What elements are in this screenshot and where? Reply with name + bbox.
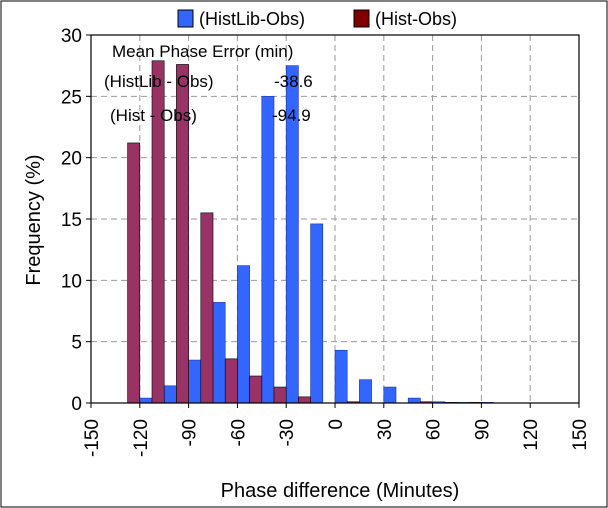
y-tick-label: 5	[71, 333, 82, 354]
bar-histlib	[237, 265, 250, 404]
bar-hist	[224, 358, 238, 404]
annotation-value-histlib: -38.6	[274, 72, 313, 91]
bar-histlib	[163, 385, 177, 404]
legend: (HistLib-Obs) (Hist-Obs)	[177, 9, 457, 29]
bar-histlib	[407, 397, 421, 404]
bar-histlib	[310, 223, 324, 404]
bar-histlib	[139, 397, 153, 404]
bar-hist	[273, 386, 287, 404]
legend-swatch-hist	[353, 9, 370, 28]
bar-histlib	[383, 386, 397, 404]
bar-histlib	[188, 359, 202, 404]
bar-histlib	[212, 302, 226, 404]
legend-label-hist: (Hist-Obs)	[375, 9, 457, 29]
bar-histlib	[261, 96, 275, 404]
bar-hist	[249, 375, 263, 404]
y-tick-label: 20	[61, 149, 82, 170]
x-axis-title: Phase difference (Minutes)	[221, 480, 460, 502]
bar-hist	[298, 396, 311, 404]
y-tick-label: 30	[61, 26, 82, 47]
legend-label-histlib: (HistLib-Obs)	[199, 9, 305, 29]
annotation-value-hist: -94.9	[272, 106, 311, 125]
x-tick-label: 30	[375, 419, 396, 440]
bar-histlib	[359, 379, 372, 404]
legend-swatch-histlib	[177, 9, 194, 28]
x-tick-label: 120	[521, 419, 542, 451]
annotation-label-hist: (Hist - Obs)	[110, 106, 197, 125]
mean-phase-error-annotation: Mean Phase Error (min) (HistLib - Obs) -…	[104, 42, 313, 125]
axis-ticks: 0 5 10 15 20 25 30 -150 -120 -90 -60 -30 0 30 60 90 120 1…	[61, 26, 591, 457]
x-tick-label: 0	[326, 419, 347, 430]
bars	[127, 60, 494, 404]
x-tick-label: -90	[180, 419, 201, 446]
y-axis-title: Frequency (%)	[23, 154, 45, 285]
bar-hist	[200, 212, 214, 404]
annotation-label-histlib: (HistLib - Obs)	[104, 72, 214, 91]
x-tick-label: -60	[228, 419, 249, 446]
x-tick-label: -150	[82, 419, 103, 457]
y-tick-label: 0	[71, 394, 82, 415]
x-tick-label: -120	[131, 419, 152, 457]
x-tick-label: -30	[277, 419, 298, 446]
y-tick-label: 10	[61, 271, 82, 292]
bar-histlib	[334, 349, 348, 404]
x-tick-label: 150	[570, 419, 591, 451]
y-tick-label: 15	[61, 210, 82, 231]
x-tick-label: 90	[472, 419, 493, 440]
bar-hist	[127, 142, 141, 404]
annotation-title: Mean Phase Error (min)	[112, 42, 293, 61]
x-tick-label: 60	[424, 419, 445, 440]
y-tick-label: 25	[61, 87, 82, 108]
